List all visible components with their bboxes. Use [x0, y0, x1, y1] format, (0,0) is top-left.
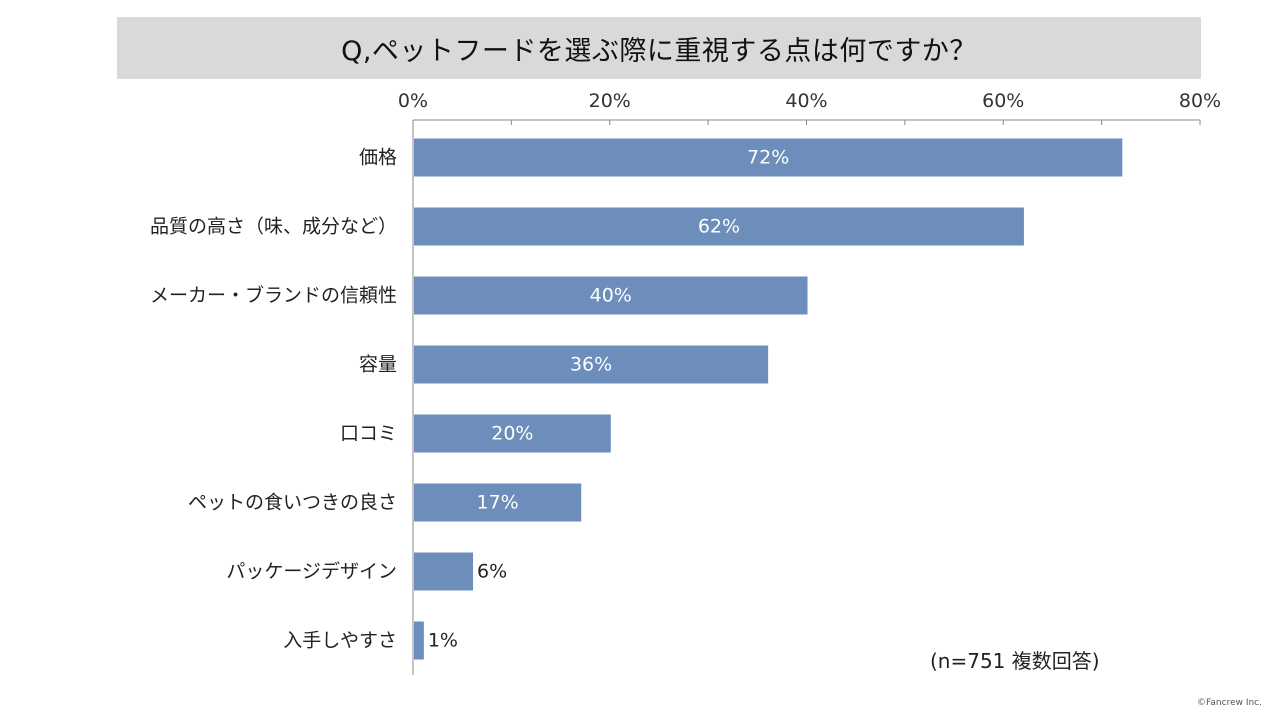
category-label: ペットの食いつきの良さ: [188, 492, 397, 514]
bar: [414, 414, 611, 453]
x-tick-label: 80%: [1179, 90, 1221, 112]
category-label: 容量: [359, 354, 397, 376]
bar: [414, 483, 582, 522]
copyright-text: ©Fancrew Inc.: [1197, 698, 1262, 708]
data-label: 1%: [428, 630, 458, 652]
x-tick-label: 40%: [785, 90, 827, 112]
data-label: 36%: [570, 354, 612, 376]
category-label: 入手しやすさ: [283, 630, 397, 652]
data-label: 62%: [698, 216, 740, 238]
bar: [414, 207, 1024, 246]
axis-layer: 0% 20% 40% 60% 80%: [398, 90, 1221, 675]
data-label: 72%: [747, 147, 789, 169]
title-bar: Q,ペットフードを選ぶ際に重視する点は何ですか？: [117, 17, 1201, 79]
category-label: 価格: [359, 147, 397, 169]
sample-note: (n=751 複数回答): [930, 649, 1100, 673]
bar: [414, 345, 769, 384]
category-label: メーカー・ブランドの信頼性: [150, 284, 397, 307]
category-label: 口コミ: [340, 423, 397, 445]
bar: [414, 138, 1123, 177]
category-label: パッケージデザイン: [226, 561, 397, 583]
bar: [414, 552, 474, 591]
data-label: 20%: [491, 423, 533, 445]
bar: [414, 276, 808, 315]
data-label: 6%: [477, 561, 507, 583]
chart-title: Q,ペットフードを選ぶ際に重視する点は何ですか？: [341, 35, 977, 67]
category-label: 品質の高さ（味、成分など）: [150, 216, 397, 238]
data-label: 17%: [477, 492, 519, 514]
x-tick-label: 0%: [398, 90, 428, 112]
x-tick-label: 60%: [982, 90, 1024, 112]
x-tick-label: 20%: [589, 90, 631, 112]
bars-layer: 価格 72% 品質の高さ（味、成分など） 62% メーカー・ブランドの信頼性 40% 容量 3…: [150, 138, 1123, 660]
data-label: 40%: [590, 285, 632, 307]
bar: [414, 621, 424, 660]
